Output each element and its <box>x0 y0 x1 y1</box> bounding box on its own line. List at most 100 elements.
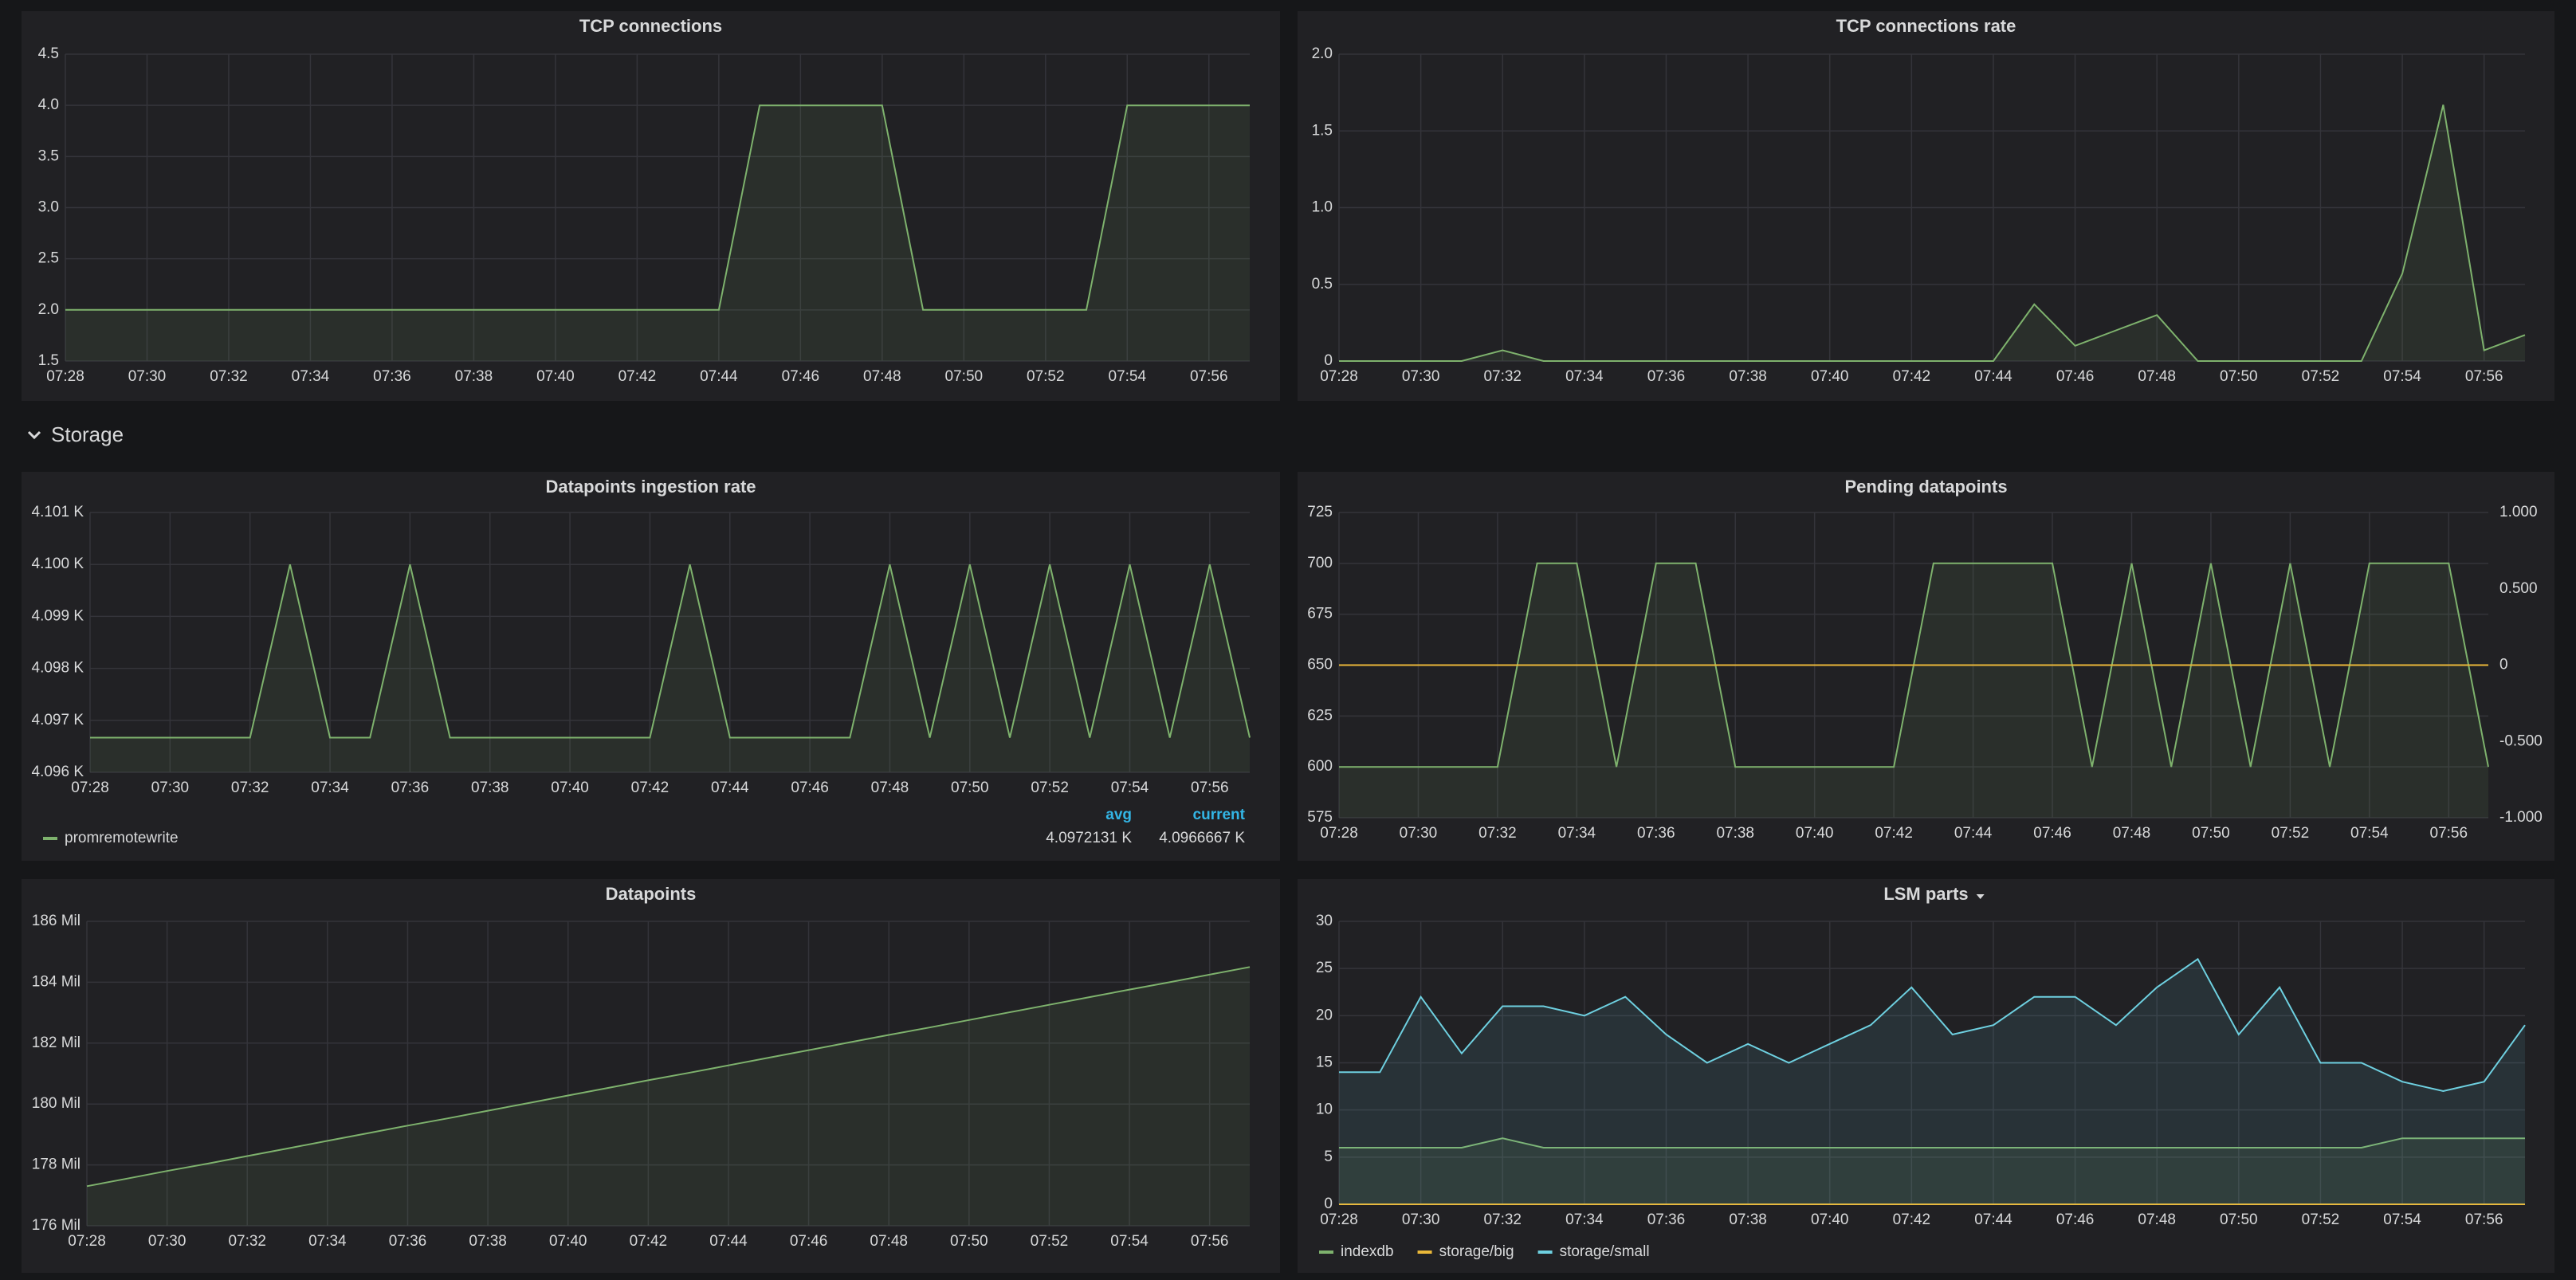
x-tick-label: 07:30 <box>1402 1211 1440 1228</box>
x-tick-label: 07:46 <box>2056 368 2095 385</box>
panel-title: TCP connections rate <box>1836 16 2016 36</box>
y-tick-label: 600 <box>1307 758 1333 775</box>
area-fill <box>90 564 1250 772</box>
panel-title: Datapoints <box>606 884 697 904</box>
y-tick-label: 176 Mil <box>32 1217 80 1234</box>
x-tick-label: 07:46 <box>790 1233 828 1250</box>
x-tick-label: 07:54 <box>2350 825 2389 842</box>
x-tick-label: 07:36 <box>1637 825 1675 842</box>
x-tick-label: 07:36 <box>389 1233 427 1250</box>
x-tick-label: 07:48 <box>863 368 901 385</box>
x-tick-label: 07:54 <box>1109 368 1147 385</box>
panel <box>22 11 1280 401</box>
x-tick-label: 07:50 <box>2220 368 2258 385</box>
y-tick-label: 4.0 <box>38 96 59 113</box>
x-tick-label: 07:46 <box>2033 825 2071 842</box>
collapse-chevron[interactable] <box>27 430 41 440</box>
x-tick-label: 07:28 <box>46 368 84 385</box>
x-tick-label: 07:44 <box>1954 825 1993 842</box>
y-tick-label: 4.100 K <box>32 556 84 572</box>
x-tick-label: 07:48 <box>2138 1211 2176 1228</box>
x-tick-label: 07:48 <box>2113 825 2151 842</box>
x-tick-label: 07:28 <box>1320 825 1358 842</box>
panel-title: LSM parts <box>1883 884 1968 904</box>
area-fill <box>1339 1138 2525 1204</box>
y-tick-label: 184 Mil <box>32 973 80 990</box>
x-tick-label: 07:46 <box>2056 1211 2095 1228</box>
y-tick-label: 0 <box>1324 352 1333 369</box>
x-tick-label: 07:48 <box>2138 368 2176 385</box>
legend-label: storage/small <box>1560 1243 1650 1260</box>
x-tick-label: 07:36 <box>1647 368 1686 385</box>
x-tick-label: 07:50 <box>2192 825 2230 842</box>
x-tick-label: 07:56 <box>2465 368 2503 385</box>
x-tick-label: 07:50 <box>2220 1211 2258 1228</box>
y-tick-label: 1.0 <box>1312 199 1333 216</box>
x-tick-label: 07:48 <box>870 1233 908 1250</box>
title-dropdown-caret <box>1976 894 1985 899</box>
y-tick-label: 25 <box>1316 960 1333 976</box>
series-line <box>90 563 1251 739</box>
legend-label: indexdb <box>1341 1243 1394 1260</box>
legend-swatch <box>43 837 57 840</box>
x-tick-label: 07:56 <box>1191 779 1229 796</box>
x-tick-label: 07:44 <box>700 368 738 385</box>
x-tick-label: 07:52 <box>1027 368 1065 385</box>
y-tick-label: 2.0 <box>1312 45 1333 62</box>
x-tick-label: 07:30 <box>128 368 167 385</box>
x-tick-label: 07:38 <box>1716 825 1754 842</box>
x-tick-label: 07:36 <box>1647 1211 1686 1228</box>
x-tick-label: 07:42 <box>618 368 657 385</box>
x-tick-label: 07:32 <box>1483 368 1522 385</box>
y-tick-label: 30 <box>1316 913 1333 929</box>
y-tick-label: 700 <box>1307 555 1333 571</box>
section-title[interactable]: Storage <box>51 422 124 446</box>
panel <box>22 472 1280 861</box>
x-tick-label: 07:48 <box>871 779 909 796</box>
x-tick-label: 07:42 <box>631 779 670 796</box>
y-tick-label: 186 Mil <box>32 913 80 929</box>
panel <box>22 879 1280 1273</box>
x-tick-label: 07:32 <box>1483 1211 1522 1228</box>
x-tick-label: 07:54 <box>2383 368 2421 385</box>
x-tick-label: 07:56 <box>2430 825 2468 842</box>
x-tick-label: 07:50 <box>951 779 989 796</box>
x-tick-label: 07:34 <box>311 779 349 796</box>
y-tick-label: 10 <box>1316 1101 1333 1118</box>
x-tick-label: 07:44 <box>711 779 749 796</box>
y-tick-label: 20 <box>1316 1007 1333 1023</box>
x-tick-label: 07:44 <box>709 1233 748 1250</box>
x-tick-label: 07:28 <box>1320 1211 1358 1228</box>
x-tick-label: 07:28 <box>1320 368 1358 385</box>
x-tick-label: 07:34 <box>292 368 330 385</box>
x-tick-label: 07:52 <box>2272 825 2310 842</box>
x-tick-label: 07:28 <box>68 1233 106 1250</box>
y-tick-label: 675 <box>1307 606 1333 622</box>
series-line <box>1339 104 2526 362</box>
x-tick-label: 07:42 <box>1875 825 1913 842</box>
x-tick-label: 07:32 <box>1478 825 1517 842</box>
x-tick-label: 07:30 <box>1400 825 1438 842</box>
x-tick-label: 07:40 <box>1811 368 1849 385</box>
panel <box>1298 472 2554 861</box>
x-tick-label: 07:34 <box>1565 368 1604 385</box>
x-tick-label: 07:34 <box>1565 1211 1604 1228</box>
panel-title: TCP connections <box>579 16 722 36</box>
x-tick-label: 07:56 <box>2465 1211 2503 1228</box>
x-tick-label: 07:32 <box>210 368 248 385</box>
y-tick-label: 182 Mil <box>32 1035 80 1051</box>
y2-tick-label: 0.500 <box>2499 580 2538 597</box>
x-tick-label: 07:52 <box>1031 779 1069 796</box>
panel-title: Datapoints ingestion rate <box>545 477 756 497</box>
x-tick-label: 07:46 <box>791 779 829 796</box>
series-line <box>1339 1137 2525 1148</box>
y-tick-label: 180 Mil <box>32 1095 80 1112</box>
x-tick-label: 07:38 <box>469 1233 507 1250</box>
y-tick-label: 5 <box>1324 1148 1333 1165</box>
legend-stat-value: 4.0972131 K <box>1046 830 1132 846</box>
x-tick-label: 07:52 <box>2302 368 2340 385</box>
y-tick-label: 4.101 K <box>32 504 84 520</box>
y-tick-label: 4.096 K <box>32 764 84 780</box>
series-line <box>1339 957 2526 1093</box>
